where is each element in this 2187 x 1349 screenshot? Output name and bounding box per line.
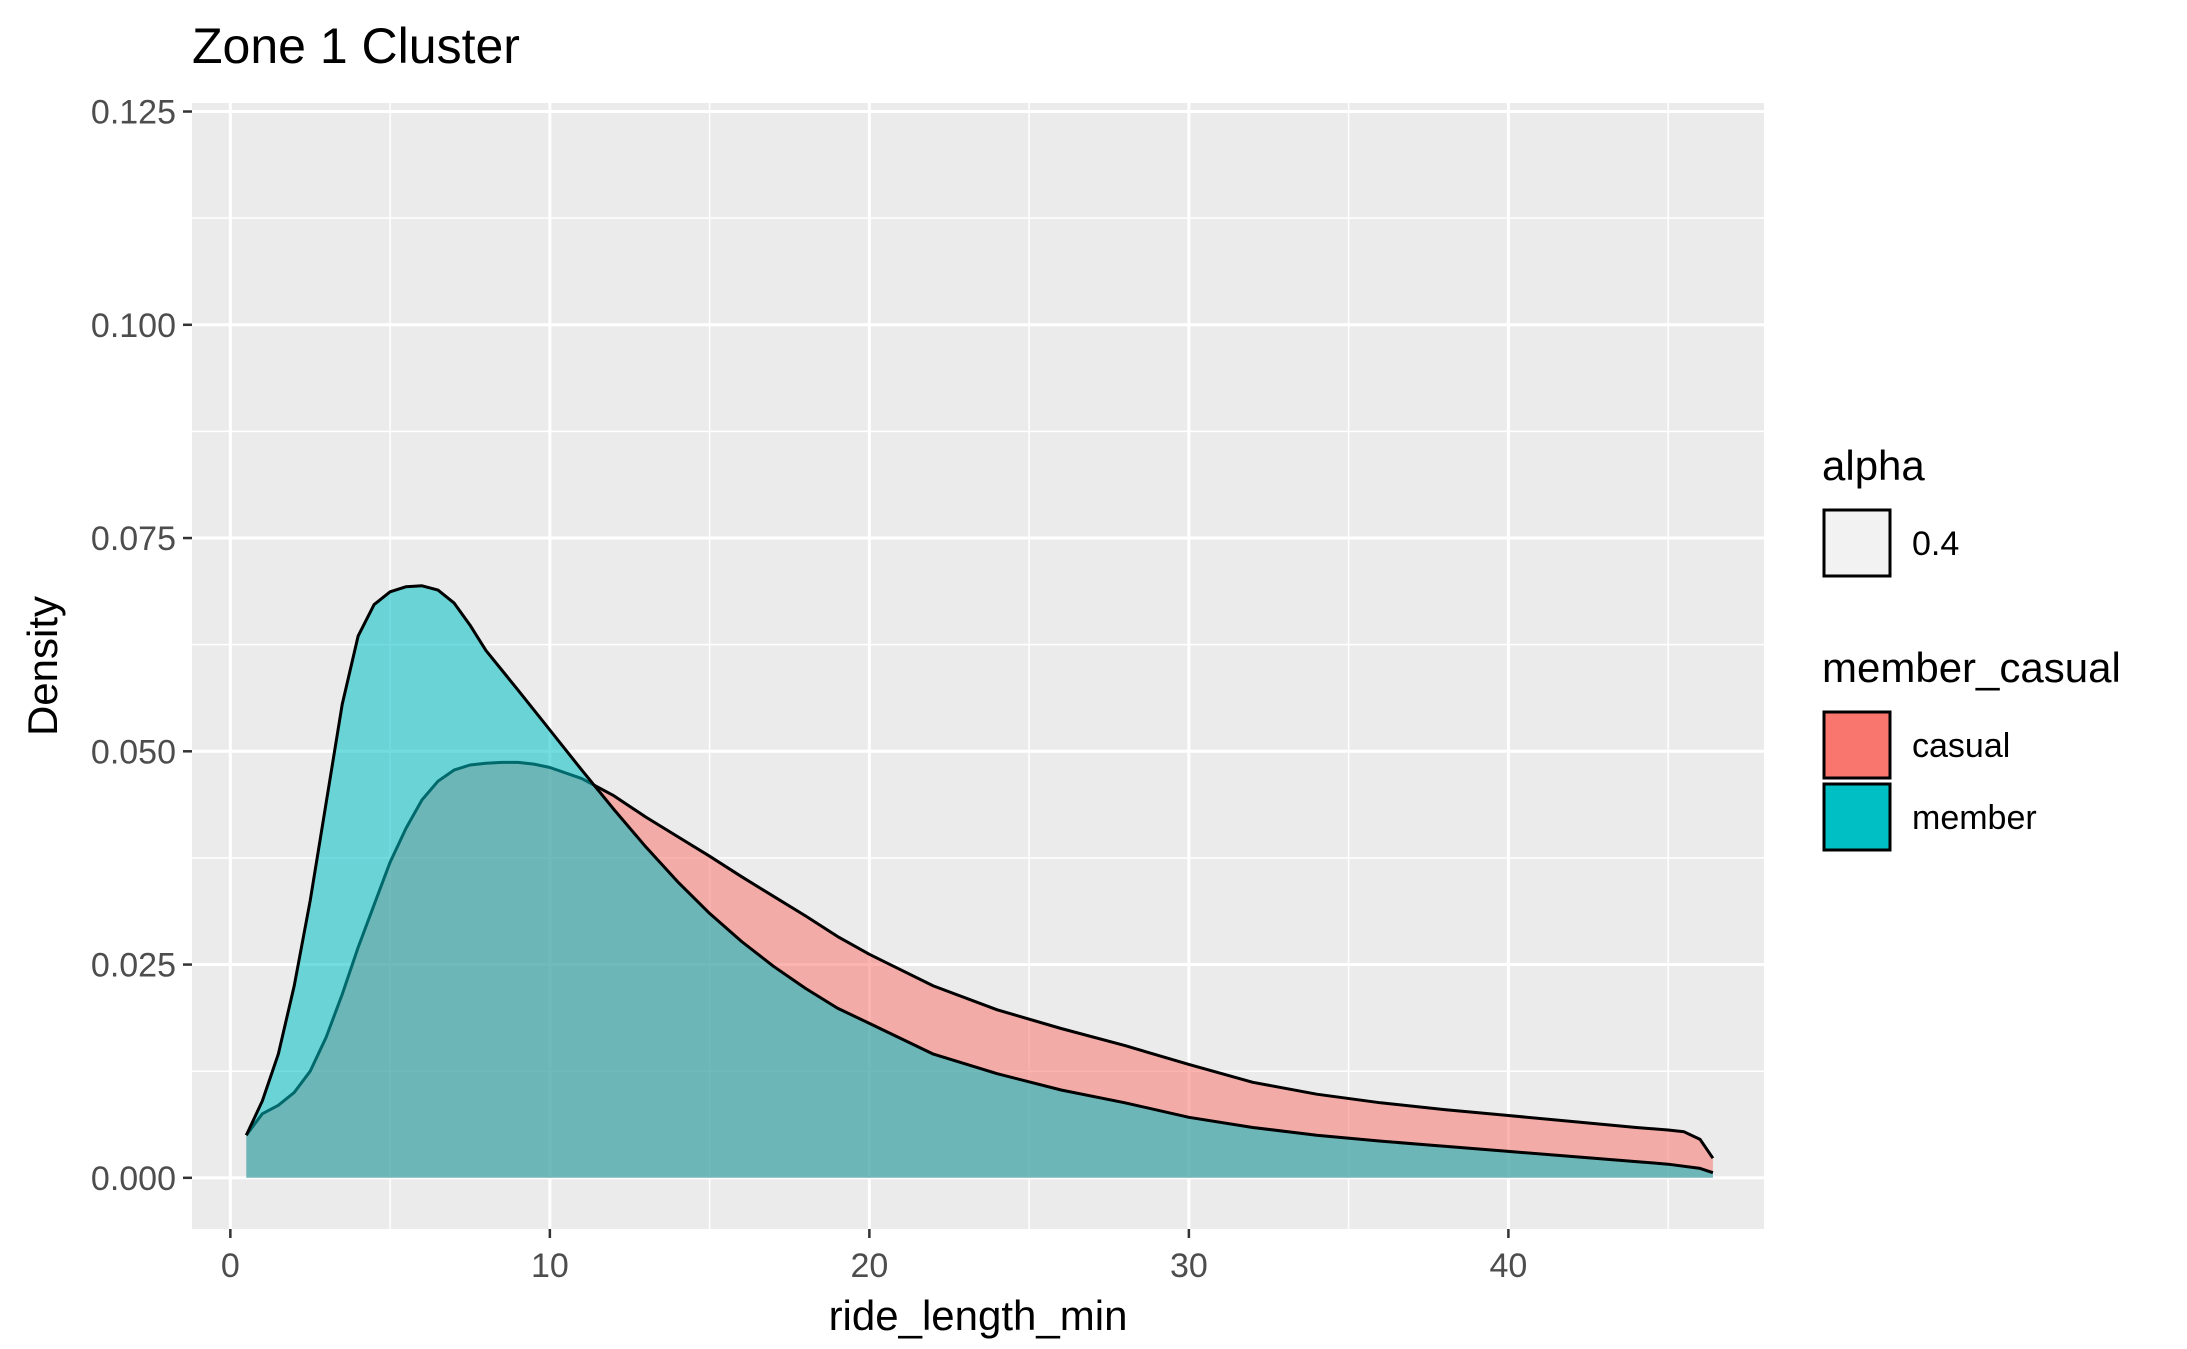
legend-title: member_casual <box>1822 644 2121 691</box>
legend-key <box>1822 508 1892 578</box>
y-axis: 0.000 0.025 0.050 0.075 0.100 0.125 <box>91 94 192 1198</box>
y-tick-label: 0.025 <box>91 947 176 985</box>
x-tick-label: 40 <box>1489 1247 1527 1285</box>
y-tick-label: 0.075 <box>91 520 176 558</box>
legend-key <box>1822 782 1892 852</box>
legend-label: 0.4 <box>1912 525 1959 563</box>
x-tick-label: 0 <box>221 1247 240 1285</box>
series-area-member <box>246 585 1713 1178</box>
x-tick-label: 10 <box>531 1247 569 1285</box>
x-axis: 0 10 20 30 40 <box>221 1229 1527 1285</box>
x-tick-label: 20 <box>850 1247 888 1285</box>
y-tick-label: 0.100 <box>91 307 176 345</box>
series-layer <box>244 584 1715 1178</box>
legend-label: casual <box>1912 727 2010 765</box>
y-tick-label: 0.125 <box>91 94 176 132</box>
x-tick-label: 30 <box>1170 1247 1208 1285</box>
x-axis-title: ride_length_min <box>829 1292 1128 1339</box>
legend-label: member <box>1912 799 2037 837</box>
series-line-member <box>244 584 1714 1175</box>
y-tick-label: 0.050 <box>91 733 176 771</box>
y-axis-title: Density <box>19 596 66 736</box>
legend-key <box>1822 710 1892 780</box>
legend-title: alpha <box>1822 442 1925 489</box>
chart-title: Zone 1 Cluster <box>192 18 520 74</box>
y-tick-label: 0.000 <box>91 1160 176 1198</box>
